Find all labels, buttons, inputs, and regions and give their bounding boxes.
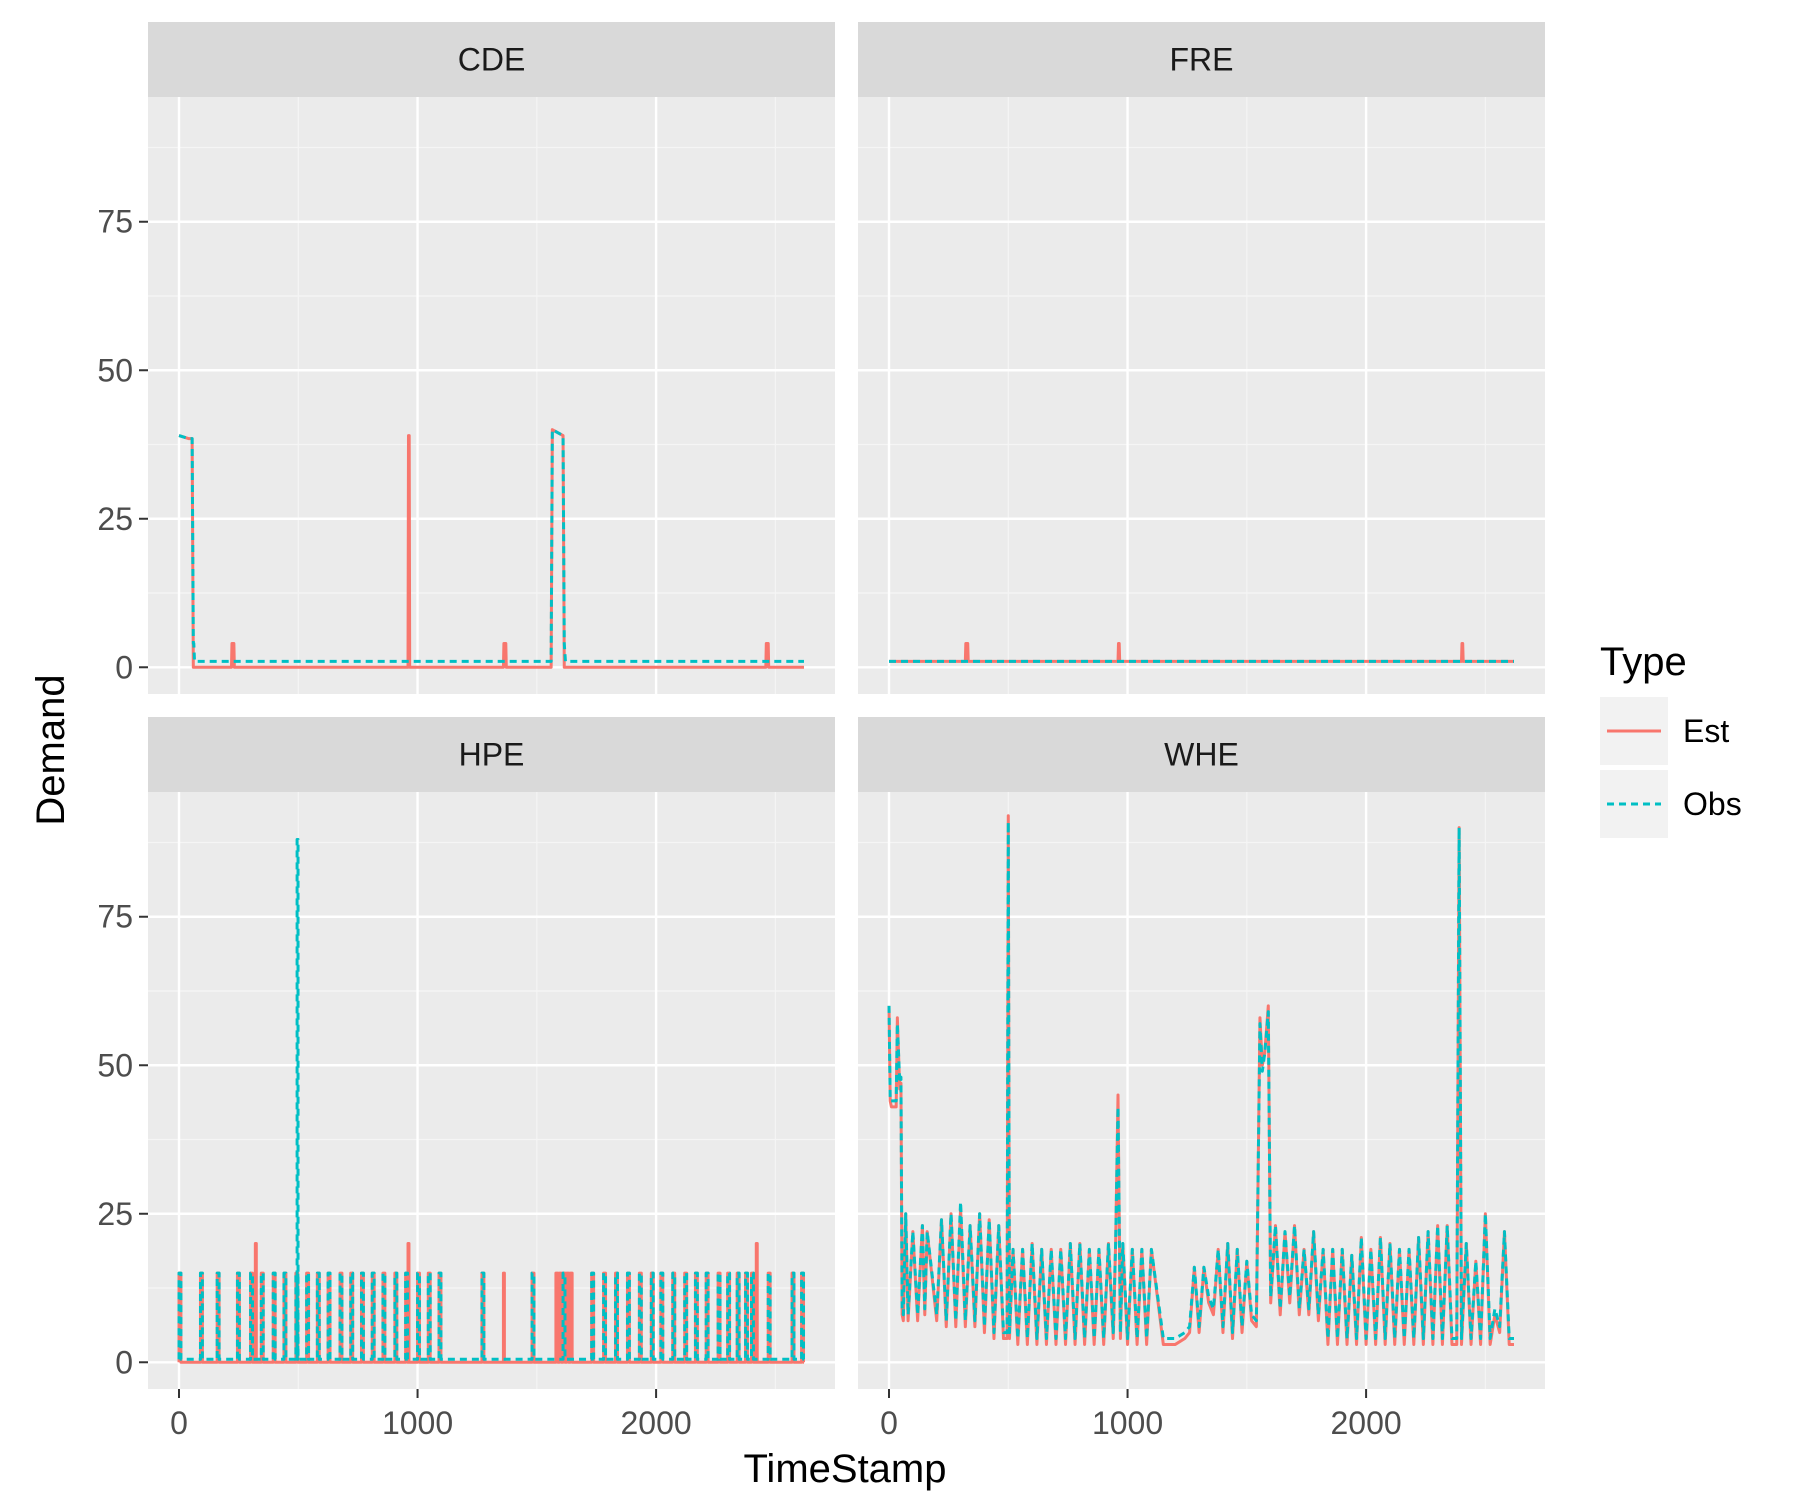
series-line-est	[178, 428, 804, 669]
legend: Type Est Obs	[1600, 640, 1742, 838]
series-line-obs	[887, 820, 1514, 1341]
facet-strip-label: HPE	[459, 737, 525, 773]
y-tick-label: 25	[97, 1196, 133, 1232]
facet-strip	[148, 717, 835, 792]
facet-strip-label: FRE	[1170, 42, 1234, 78]
y-tick-label: 75	[97, 899, 133, 935]
x-tick-label: 1000	[382, 1405, 453, 1441]
y-tick-label: 50	[97, 352, 133, 388]
x-axis-title: TimeStamp	[743, 1447, 946, 1491]
legend-key-est: Est	[1600, 697, 1729, 765]
legend-key-obs: Obs	[1600, 770, 1742, 838]
panel-background	[858, 97, 1545, 694]
y-tick-label: 75	[97, 204, 133, 240]
legend-label: Est	[1683, 713, 1729, 749]
facet-strip	[148, 22, 835, 97]
x-tick-label: 0	[170, 1405, 188, 1441]
facet-whe: WHE 0 1000 2000	[858, 717, 1545, 1441]
legend-label: Obs	[1683, 786, 1742, 822]
y-tick-label: 0	[115, 649, 133, 685]
facet-strip-label: WHE	[1164, 737, 1239, 773]
facet-strip	[858, 22, 1545, 97]
facet-strip-label: CDE	[458, 42, 526, 78]
series-line-est	[889, 642, 1514, 663]
legend-keys: Est Obs	[1600, 697, 1742, 838]
x-tick-label: 0	[880, 1405, 898, 1441]
series-line-obs	[178, 428, 804, 663]
panel-background	[148, 97, 835, 694]
series-line-obs	[177, 838, 806, 1361]
y-tick-label: 0	[115, 1344, 133, 1380]
y-axis-title: Demand	[29, 674, 73, 825]
legend-title: Type	[1600, 640, 1687, 684]
x-tick-label: 1000	[1092, 1405, 1163, 1441]
y-tick-label: 25	[97, 501, 133, 537]
facet-cde: CDE 0 25 50 75	[97, 22, 835, 694]
y-tick-label: 50	[97, 1047, 133, 1083]
x-tick-label: 2000	[621, 1405, 692, 1441]
x-tick-label: 2000	[1331, 1405, 1402, 1441]
facet-strip	[858, 717, 1545, 792]
facet-panels: CDE 0 25 50 75 FRE HPE 0 25 50 75 0 1000 2000 WHE 0 1000…	[97, 22, 1545, 1441]
facet-fre: FRE	[858, 22, 1545, 694]
facet-hpe: HPE 0 25 50 75 0 1000 2000	[97, 717, 835, 1441]
